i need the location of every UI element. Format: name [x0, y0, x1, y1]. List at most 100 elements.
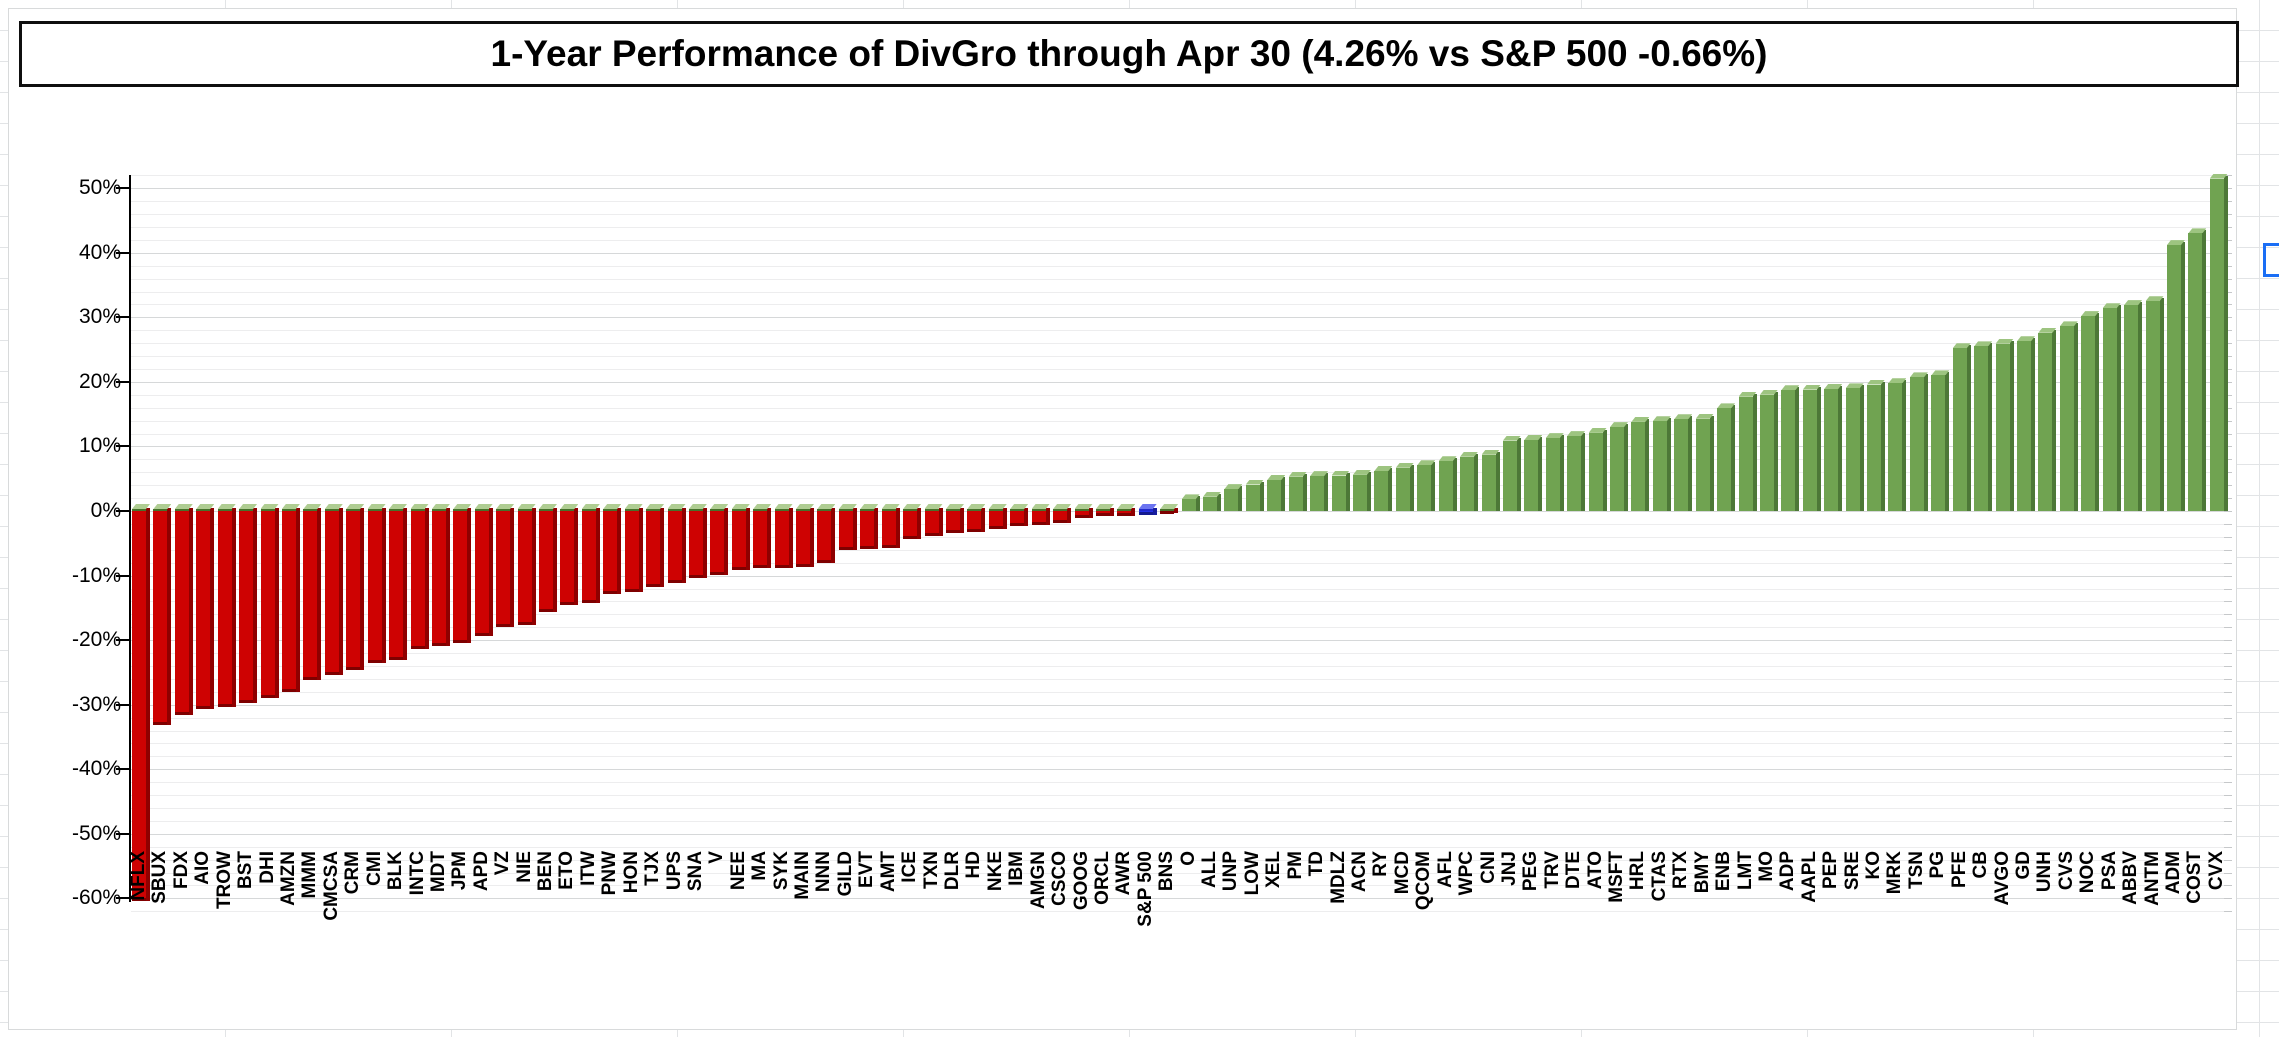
bar-JPM[interactable] [453, 511, 468, 643]
bar-UPS[interactable] [667, 511, 682, 584]
bar-CNI[interactable] [1481, 454, 1496, 511]
bar-NIE[interactable] [517, 511, 532, 625]
bar-RTX[interactable] [1674, 419, 1689, 511]
bar-AMT[interactable] [881, 511, 896, 548]
bar-LOW[interactable] [1245, 484, 1260, 511]
bar-AVGO[interactable] [1995, 343, 2010, 511]
bar-TROW[interactable] [217, 511, 232, 707]
bar-XEL[interactable] [1267, 480, 1282, 511]
bar-DHI[interactable] [260, 511, 275, 698]
bar-RY[interactable] [1374, 471, 1389, 511]
bar-MO[interactable] [1759, 394, 1774, 511]
bar-MAIN[interactable] [796, 511, 810, 567]
bar-PSA[interactable] [2102, 308, 2117, 511]
bar-AMZN[interactable] [281, 511, 296, 693]
bar-TSN[interactable] [1909, 377, 1924, 511]
bar-JNJ[interactable] [1502, 440, 1517, 511]
bar-ADP[interactable] [1781, 390, 1796, 511]
bar-CRM[interactable] [346, 511, 361, 670]
bar-ACN[interactable] [1352, 474, 1367, 511]
bar-INTC[interactable] [410, 511, 425, 650]
bar-MCD[interactable] [1395, 467, 1410, 511]
bar-ABBV[interactable] [2124, 305, 2139, 511]
bar-HON[interactable] [624, 511, 639, 592]
bar-NEE[interactable] [731, 511, 746, 570]
bar-CSCO[interactable] [1053, 511, 1068, 523]
bar-ADM[interactable] [2166, 245, 2181, 511]
bar-COST[interactable] [2188, 233, 2203, 511]
bar-BLK[interactable] [389, 511, 403, 661]
bar-EVT[interactable] [860, 511, 875, 550]
bar-CMI[interactable] [367, 511, 382, 663]
bar-ITW[interactable] [581, 511, 596, 603]
bar-TRV[interactable] [1545, 438, 1560, 511]
bar-ICE[interactable] [903, 511, 918, 540]
chart-canvas[interactable]: 1-Year Performance of DivGro through Apr… [8, 8, 2239, 1030]
bar-SYK[interactable] [774, 511, 789, 568]
bar-CVX[interactable] [2209, 178, 2224, 511]
bar-FDX[interactable] [174, 511, 189, 715]
bar-BST[interactable] [239, 511, 254, 703]
bar-PEP[interactable] [1824, 389, 1839, 511]
bar-CTAS[interactable] [1652, 421, 1667, 511]
bar-NKE[interactable] [988, 511, 1003, 530]
bar-CMCSA[interactable] [324, 511, 339, 675]
bar-PM[interactable] [1288, 476, 1303, 511]
bar-MMM[interactable] [303, 511, 318, 680]
bar-GOOG[interactable] [1074, 511, 1089, 518]
bar-UNP[interactable] [1224, 489, 1239, 511]
bar-DTE[interactable] [1567, 436, 1582, 511]
bar-PFE[interactable] [1952, 348, 1967, 511]
bar-PG[interactable] [1931, 375, 1946, 511]
bar-ATO[interactable] [1588, 432, 1603, 511]
bar-VZ[interactable] [496, 511, 511, 627]
bar-ALL[interactable] [1203, 496, 1217, 511]
bar-BMY[interactable] [1695, 418, 1710, 511]
bar-SP500[interactable] [1138, 511, 1153, 516]
bar-MA[interactable] [753, 511, 768, 569]
bar-TJX[interactable] [646, 511, 661, 587]
bar-IBM[interactable] [1010, 511, 1025, 526]
bar-NFLX[interactable] [132, 511, 146, 901]
bar-NNN[interactable] [817, 511, 832, 563]
bar-ENB[interactable] [1717, 408, 1732, 511]
bar-GILD[interactable] [838, 511, 853, 551]
bar-AAPL[interactable] [1802, 389, 1817, 511]
bar-SRE[interactable] [1845, 388, 1860, 511]
bar-PNW[interactable] [603, 511, 618, 595]
bar-ORCL[interactable] [1095, 511, 1110, 517]
bar-KO[interactable] [1867, 384, 1881, 511]
bar-PEG[interactable] [1524, 440, 1539, 511]
bar-GD[interactable] [2017, 341, 2031, 511]
bar-ANTM[interactable] [2145, 301, 2160, 511]
bar-CB[interactable] [1974, 346, 1989, 511]
bar-V[interactable] [710, 511, 725, 575]
bar-SNA[interactable] [688, 511, 703, 578]
bar-TD[interactable] [1310, 476, 1325, 511]
bar-NOC[interactable] [2081, 316, 2096, 511]
bar-BNS[interactable] [1160, 511, 1175, 514]
bar-AFL[interactable] [1438, 461, 1453, 511]
bar-MDLZ[interactable] [1331, 475, 1346, 511]
bar-MDT[interactable] [431, 511, 446, 646]
x-label-MCD: MCD [1391, 851, 1413, 895]
bar-MSFT[interactable] [1610, 427, 1624, 511]
bar-UNH[interactable] [2038, 332, 2053, 511]
bar-QCOM[interactable] [1417, 465, 1432, 511]
bar-O[interactable] [1181, 499, 1196, 511]
bar-HRL[interactable] [1631, 421, 1646, 511]
bar-WPC[interactable] [1460, 456, 1474, 511]
bar-DLR[interactable] [946, 511, 960, 533]
bar-MRK[interactable] [1888, 383, 1903, 511]
bar-ETO[interactable] [560, 511, 575, 605]
bar-AIO[interactable] [196, 511, 211, 710]
bar-AMGN[interactable] [1031, 511, 1046, 525]
bar-CVS[interactable] [2059, 326, 2074, 511]
bar-BEN[interactable] [539, 511, 553, 613]
bar-TXN[interactable] [924, 511, 939, 537]
bar-APD[interactable] [474, 511, 489, 636]
bar-AWR[interactable] [1117, 511, 1132, 516]
bar-HD[interactable] [967, 511, 982, 533]
bar-SBUX[interactable] [153, 511, 168, 726]
bar-LMT[interactable] [1738, 396, 1753, 511]
